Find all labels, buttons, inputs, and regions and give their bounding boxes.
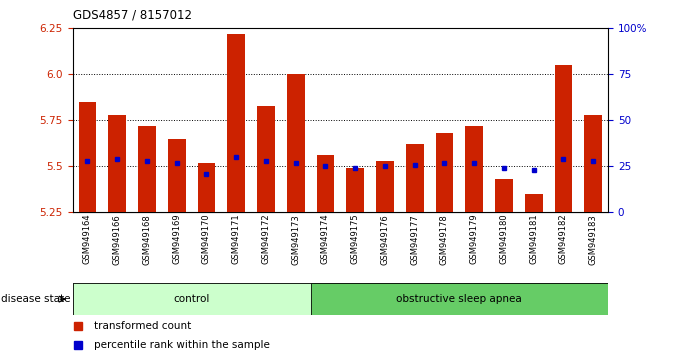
Text: transformed count: transformed count: [94, 321, 191, 331]
Text: GSM949183: GSM949183: [589, 214, 598, 264]
Bar: [465, 126, 483, 212]
Bar: [257, 105, 275, 212]
Text: GSM949178: GSM949178: [440, 214, 449, 264]
Text: GSM949168: GSM949168: [142, 214, 151, 264]
Bar: [198, 163, 216, 212]
Text: obstructive sleep apnea: obstructive sleep apnea: [397, 294, 522, 304]
Text: GSM949166: GSM949166: [113, 214, 122, 264]
Text: GSM949164: GSM949164: [83, 214, 92, 264]
Bar: [227, 34, 245, 212]
Bar: [346, 168, 364, 212]
Bar: [495, 179, 513, 212]
Text: GSM949169: GSM949169: [172, 214, 181, 264]
Text: disease state: disease state: [1, 294, 70, 304]
Text: GSM949170: GSM949170: [202, 214, 211, 264]
Text: GSM949182: GSM949182: [559, 214, 568, 264]
Text: GDS4857 / 8157012: GDS4857 / 8157012: [73, 8, 191, 21]
Bar: [79, 102, 96, 212]
Text: control: control: [173, 294, 210, 304]
Text: GSM949175: GSM949175: [351, 214, 360, 264]
Text: GSM949173: GSM949173: [291, 214, 300, 264]
Bar: [585, 115, 602, 212]
Bar: [316, 155, 334, 212]
Bar: [376, 161, 394, 212]
Bar: [310, 283, 608, 315]
Text: GSM949174: GSM949174: [321, 214, 330, 264]
Bar: [138, 126, 156, 212]
Text: GSM949180: GSM949180: [500, 214, 509, 264]
Bar: [168, 139, 186, 212]
Bar: [287, 74, 305, 212]
Bar: [524, 194, 542, 212]
Text: GSM949171: GSM949171: [231, 214, 240, 264]
Text: percentile rank within the sample: percentile rank within the sample: [94, 341, 270, 350]
Bar: [73, 283, 310, 315]
Bar: [435, 133, 453, 212]
Text: GSM949179: GSM949179: [470, 214, 479, 264]
Text: GSM949177: GSM949177: [410, 214, 419, 264]
Text: GSM949172: GSM949172: [261, 214, 270, 264]
Text: GSM949176: GSM949176: [381, 214, 390, 264]
Bar: [406, 144, 424, 212]
Text: GSM949181: GSM949181: [529, 214, 538, 264]
Bar: [554, 65, 572, 212]
Bar: [108, 115, 126, 212]
